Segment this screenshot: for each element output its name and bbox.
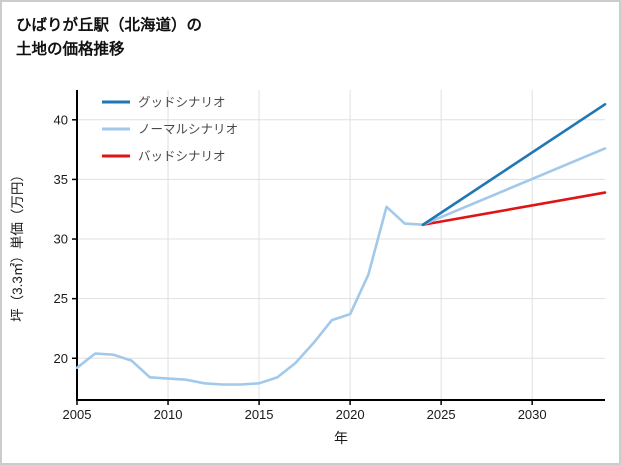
y-axis-title: 坪（3.3㎡）単価（万円） bbox=[10, 168, 25, 322]
series-line-実績 bbox=[75, 205, 425, 386]
series-line-グッドシナリオ bbox=[421, 103, 607, 227]
y-tick-label: 35 bbox=[54, 172, 68, 187]
x-tick-label: 2005 bbox=[63, 407, 92, 422]
chart-title-line1: ひばりが丘駅（北海道）の bbox=[16, 17, 203, 34]
series-line-ノーマルシナリオ bbox=[421, 147, 607, 227]
land-price-line-chart: 2005 2010 2015 2020 2025 20302025303540年坪（3.3… bbox=[10, 90, 607, 446]
legend-label-バッドシナリオ: バッドシナリオ bbox=[138, 150, 226, 164]
legend-label-ノーマルシナリオ: ノーマルシナリオ bbox=[138, 123, 238, 137]
x-tick-label: 2025 bbox=[427, 407, 456, 422]
series-line-バッドシナリオ bbox=[421, 191, 607, 227]
y-tick-label: 20 bbox=[54, 351, 68, 366]
x-tick-label: 2015 bbox=[245, 407, 274, 422]
x-tick-label: 2010 bbox=[154, 407, 183, 422]
legend-label-グッドシナリオ: グッドシナリオ bbox=[138, 96, 226, 110]
chart-title-line2: 土地の価格推移 bbox=[16, 41, 125, 58]
chart-title: ひばりが丘駅（北海道）の 土地の価格推移 bbox=[2, 2, 619, 62]
x-axis-title: 年 bbox=[334, 430, 348, 446]
y-tick-label: 25 bbox=[54, 291, 68, 306]
x-tick-label: 2030 bbox=[518, 407, 547, 422]
x-tick-label: 2020 bbox=[336, 407, 365, 422]
y-tick-label: 30 bbox=[54, 232, 68, 247]
y-tick-label: 40 bbox=[54, 112, 68, 127]
